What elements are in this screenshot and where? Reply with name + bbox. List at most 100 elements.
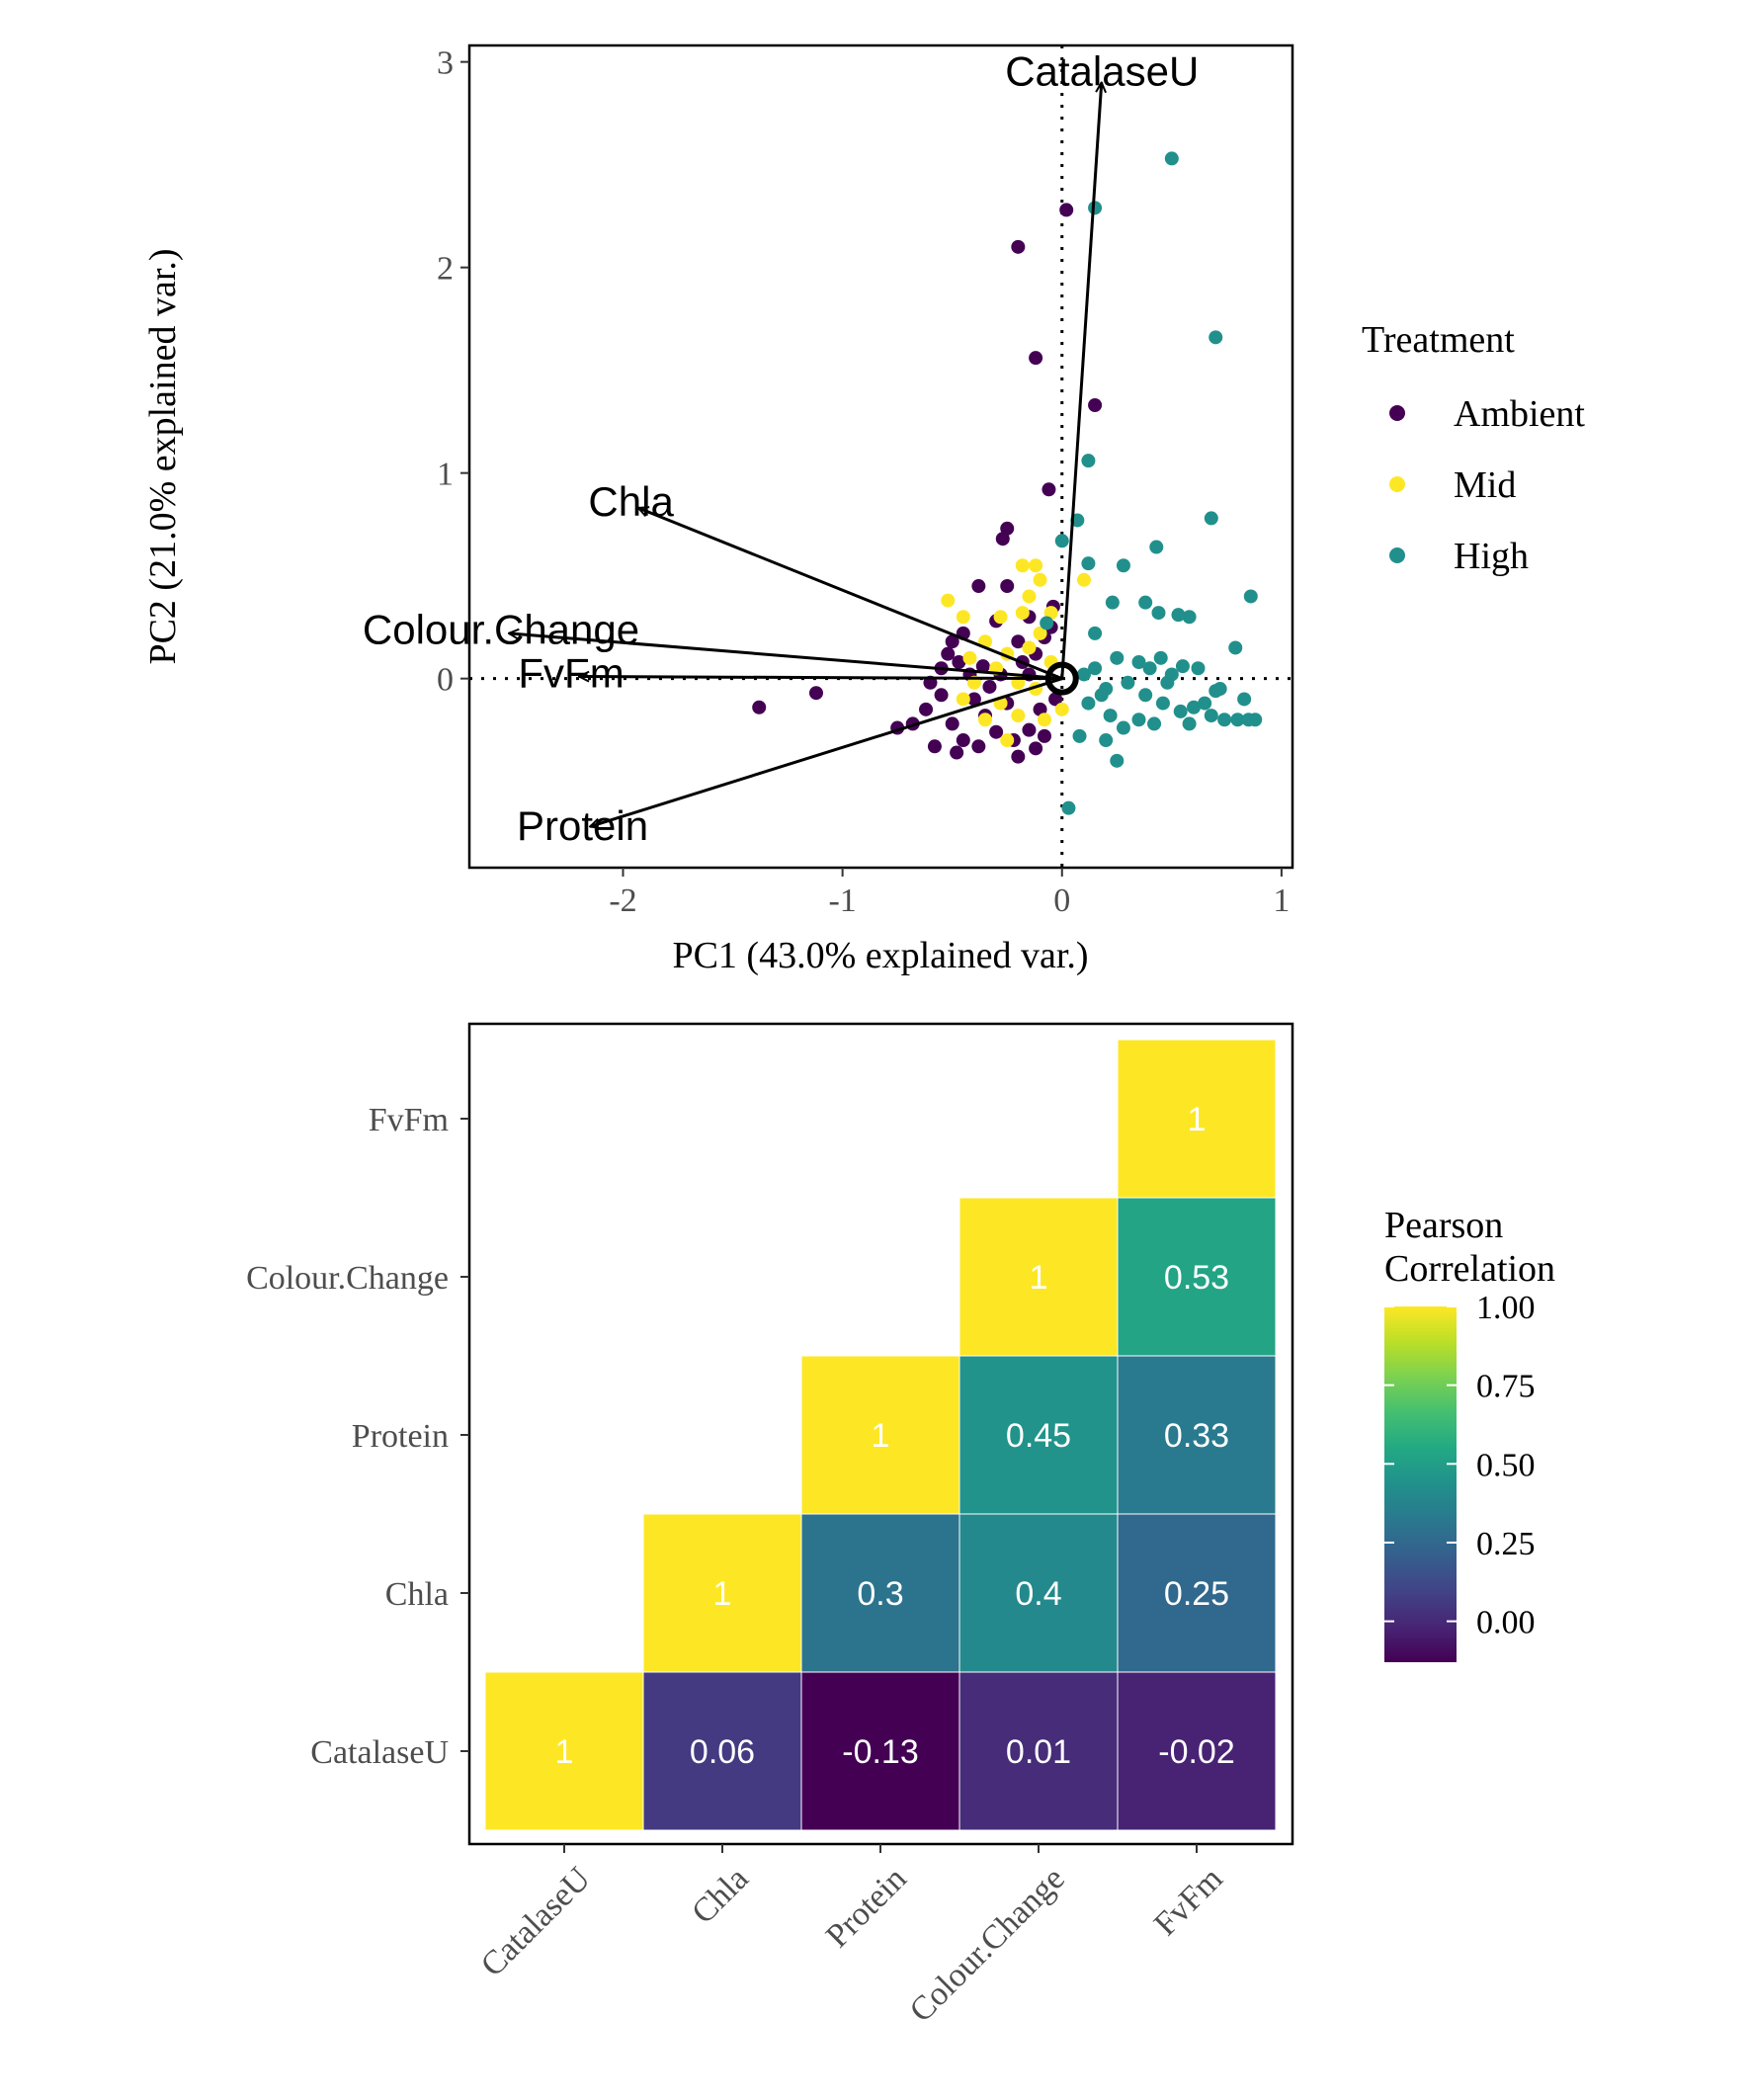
y-tick-label: 2: [437, 251, 454, 288]
point-high: [1138, 595, 1153, 610]
point-high: [1191, 661, 1206, 676]
colorbar-tick-label: 0.75: [1476, 1369, 1536, 1405]
x-tick-label: 0: [1053, 882, 1070, 919]
point-high: [1099, 733, 1114, 748]
heatmap-y-label-colour-change: Colour.Change: [246, 1260, 449, 1297]
pca-points: [752, 151, 1263, 815]
colorbar-tick-label: 0.25: [1476, 1526, 1536, 1562]
point-high: [1217, 713, 1232, 727]
point-ambient: [945, 634, 959, 649]
colorbar-tick-label: 0.00: [1476, 1605, 1536, 1641]
point-mid: [993, 610, 1008, 625]
point-ambient: [956, 733, 970, 748]
loading-arrow-colour-change: [509, 633, 1062, 681]
point-ambient: [952, 655, 966, 669]
heatmap-cell-fvfm-catalaseu: [1117, 1671, 1277, 1831]
point-high: [1237, 692, 1252, 707]
loading-label-fvfm: FvFm: [518, 650, 624, 697]
heatmap-cell-label: 1: [1030, 1259, 1048, 1297]
legend-key-ambient: [1389, 405, 1405, 421]
point-ambient: [995, 532, 1010, 546]
point-ambient: [989, 724, 1004, 739]
point-high: [1173, 704, 1188, 718]
point-high: [1088, 626, 1103, 640]
heatmap-cell-label: 0.3: [857, 1575, 903, 1613]
point-high: [1103, 709, 1118, 723]
point-ambient: [927, 739, 942, 754]
heatmap-cell-fvfm-chla: [1117, 1513, 1277, 1673]
point-mid: [1076, 572, 1091, 587]
point-high: [1204, 511, 1218, 526]
heatmap-x-label-colour-change: Colour.Change: [903, 1860, 1072, 2029]
point-ambient: [945, 716, 959, 731]
point-ambient: [1022, 722, 1037, 737]
point-high: [1116, 720, 1130, 735]
correlation-legend-title-line-2: Correlation: [1384, 1248, 1555, 1290]
y-tick-label: 0: [437, 662, 454, 699]
point-high: [1088, 661, 1103, 676]
point-high: [1243, 589, 1258, 604]
point-high: [1105, 595, 1120, 610]
heatmap-y-axis: CatalaseU Chla Protein Colour.Change FvFm: [246, 1102, 469, 1771]
point-ambient: [941, 646, 956, 661]
heatmap-cell-label: 0.45: [1006, 1417, 1071, 1455]
loading-arrow-fvfm: [579, 677, 1062, 679]
point-mid: [1029, 558, 1043, 573]
point-ambient: [975, 659, 990, 674]
heatmap-x-label-protein: Protein: [819, 1860, 914, 1955]
point-mid: [956, 610, 970, 625]
heatmap-y-label-catalaseu: CatalaseU: [310, 1734, 449, 1771]
heatmap-cell-label: 0.25: [1164, 1575, 1229, 1613]
point-high: [1153, 650, 1168, 665]
heatmap-x-label-chla: Chla: [685, 1860, 756, 1931]
point-high: [1212, 682, 1227, 697]
heatmap-cell-label: 1: [872, 1417, 890, 1455]
point-high: [1160, 675, 1175, 690]
point-mid: [1022, 640, 1037, 655]
colorbar: [1384, 1306, 1457, 1662]
heatmap-cell-colour-change-protein: [958, 1355, 1119, 1515]
point-high: [1131, 655, 1146, 669]
point-high: [1088, 201, 1103, 215]
heatmap-cell-fvfm-colour-change: [1117, 1197, 1277, 1357]
heatmap-cell-protein-catalaseu: [800, 1671, 960, 1831]
heatmap-y-label-protein: Protein: [352, 1418, 449, 1455]
point-high: [1142, 661, 1157, 676]
point-mid: [1033, 626, 1047, 640]
heatmap-cell-label: -0.13: [842, 1733, 919, 1771]
legend-label-mid: Mid: [1454, 464, 1516, 506]
heatmap-cell-label: 0.01: [1006, 1733, 1071, 1771]
point-ambient: [1029, 741, 1043, 756]
heatmap-x-label-catalaseu: CatalaseU: [474, 1860, 598, 1983]
point-high: [1187, 700, 1202, 714]
loading-arrow-chla: [638, 508, 1063, 681]
point-high: [1054, 534, 1069, 548]
point-high: [1248, 713, 1263, 727]
heatmap-cell-label: 0.06: [690, 1733, 755, 1771]
point-high: [1076, 667, 1091, 682]
heatmap-y-label-chla: Chla: [385, 1576, 449, 1613]
point-high: [1175, 659, 1190, 674]
point-ambient: [1000, 579, 1015, 594]
treatment-legend-title: Treatment: [1362, 319, 1515, 361]
point-high: [1164, 151, 1179, 166]
point-mid: [956, 692, 970, 707]
heatmap-cell-catalaseu-catalaseu: [484, 1671, 644, 1831]
point-mid: [978, 713, 993, 727]
heatmap-x-label-fvfm: FvFm: [1147, 1860, 1230, 1943]
pca-y-axis-title: PC2 (21.0% explained var.): [142, 248, 184, 664]
y-tick-label: 1: [437, 457, 454, 493]
correlation-legend-title-line-1: Pearson: [1384, 1205, 1503, 1246]
loading-label-catalaseu: CatalaseU: [1005, 48, 1199, 95]
point-mid: [1022, 589, 1037, 604]
point-mid: [962, 650, 977, 665]
x-tick-label: -1: [828, 882, 856, 919]
point-ambient: [1088, 398, 1103, 412]
point-high: [1204, 709, 1218, 723]
loading-arrow-protein: [590, 677, 1063, 827]
point-ambient: [971, 579, 986, 594]
x-tick-label: 1: [1273, 882, 1290, 919]
loading-label-protein: Protein: [517, 802, 648, 849]
heatmap-cell-label: 0.53: [1164, 1259, 1229, 1297]
correlation-legend: Pearson Correlation 1.00 0.75 0.50 0.25 0.00: [1384, 1205, 1555, 1662]
